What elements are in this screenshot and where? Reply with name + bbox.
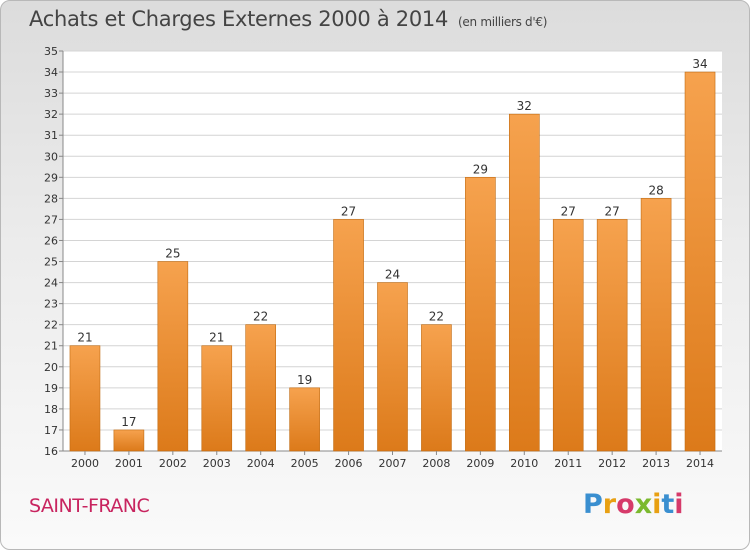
y-tick-label: 22 [44, 319, 58, 332]
bar-2007 [377, 282, 408, 452]
y-tick-label: 29 [44, 171, 58, 184]
x-tick-label-2004: 2004 [247, 457, 275, 470]
x-tick-label-2014: 2014 [686, 457, 714, 470]
bar-2014 [684, 71, 716, 452]
y-tick-label: 16 [44, 445, 58, 458]
y-tick-label: 21 [44, 340, 58, 353]
x-tick-label-2008: 2008 [422, 457, 450, 470]
logo-letter: i [674, 489, 684, 520]
data-label-2010: 32 [517, 99, 532, 113]
x-tick-label-2009: 2009 [466, 457, 494, 470]
chart-title-text: Achats et Charges Externes 2000 à 2014 [29, 7, 449, 31]
bar-2000 [69, 345, 101, 452]
y-tick-label: 28 [44, 192, 58, 205]
y-tick-label: 33 [44, 87, 58, 100]
y-tick-label: 17 [44, 424, 58, 437]
x-tick-label-2006: 2006 [335, 457, 363, 470]
bar-2009 [465, 177, 496, 452]
bar-2004 [245, 324, 276, 452]
y-tick-label: 20 [44, 361, 58, 374]
data-label-2013: 28 [648, 183, 663, 197]
bar-2008 [421, 324, 452, 452]
y-tick-label: 32 [44, 108, 58, 121]
logo-letter: P [583, 489, 603, 520]
y-tick-label: 18 [44, 403, 58, 416]
logo-letter: i [652, 489, 662, 520]
data-label-2004: 22 [253, 310, 268, 324]
data-label-2001: 17 [121, 415, 136, 429]
y-tick-label: 27 [44, 213, 58, 226]
bar-2005 [289, 387, 320, 452]
x-tick-label-2005: 2005 [291, 457, 319, 470]
x-tick-label-2013: 2013 [642, 457, 670, 470]
data-label-2014: 34 [692, 57, 707, 71]
x-tick-label-2012: 2012 [598, 457, 626, 470]
bar-2012 [596, 219, 628, 452]
data-label-2008: 22 [429, 310, 444, 324]
x-tick-label-2002: 2002 [159, 457, 187, 470]
data-label-2011: 27 [561, 204, 576, 218]
data-label-2002: 25 [165, 247, 180, 261]
data-label-2012: 27 [605, 204, 620, 218]
data-label-2000: 21 [77, 331, 92, 345]
bar-2002 [157, 261, 189, 452]
x-tick-label-2011: 2011 [554, 457, 582, 470]
bar-2011 [552, 219, 584, 452]
y-tick-label: 35 [44, 45, 58, 58]
logo-letter: o [616, 489, 635, 520]
proxiti-logo: Proxiti [583, 489, 684, 520]
x-tick-label-2001: 2001 [115, 457, 143, 470]
chart-title: Achats et Charges Externes 2000 à 2014 (e… [29, 7, 547, 31]
y-tick-label: 34 [44, 66, 58, 79]
logo-letter: x [634, 489, 653, 520]
place-name: SAINT-FRANC [29, 495, 150, 517]
y-tick-label: 30 [44, 150, 58, 163]
x-tick-label-2000: 2000 [71, 457, 99, 470]
y-tick-label: 24 [44, 277, 58, 290]
bar-2006 [333, 219, 364, 452]
bar-2010 [508, 113, 540, 452]
y-tick-label: 25 [44, 256, 58, 269]
data-label-2007: 24 [385, 268, 400, 282]
x-tick-label-2003: 2003 [203, 457, 231, 470]
logo-letter: t [661, 489, 675, 520]
y-tick-label: 19 [44, 382, 58, 395]
data-label-2009: 29 [473, 162, 488, 176]
data-label-2003: 21 [209, 331, 224, 345]
bar-2003 [201, 345, 233, 452]
x-tick-label-2010: 2010 [510, 457, 538, 470]
x-tick-label-2007: 2007 [379, 457, 407, 470]
data-label-2006: 27 [341, 204, 356, 218]
chart-unit-label: (en milliers d'€) [458, 15, 548, 29]
y-tick-label: 26 [44, 234, 58, 247]
y-tick-label: 23 [44, 298, 58, 311]
bar-2001 [113, 429, 145, 452]
logo-letter: r [602, 489, 617, 520]
bar-2013 [640, 198, 672, 452]
data-label-2005: 19 [297, 373, 312, 387]
y-tick-label: 31 [44, 129, 58, 142]
